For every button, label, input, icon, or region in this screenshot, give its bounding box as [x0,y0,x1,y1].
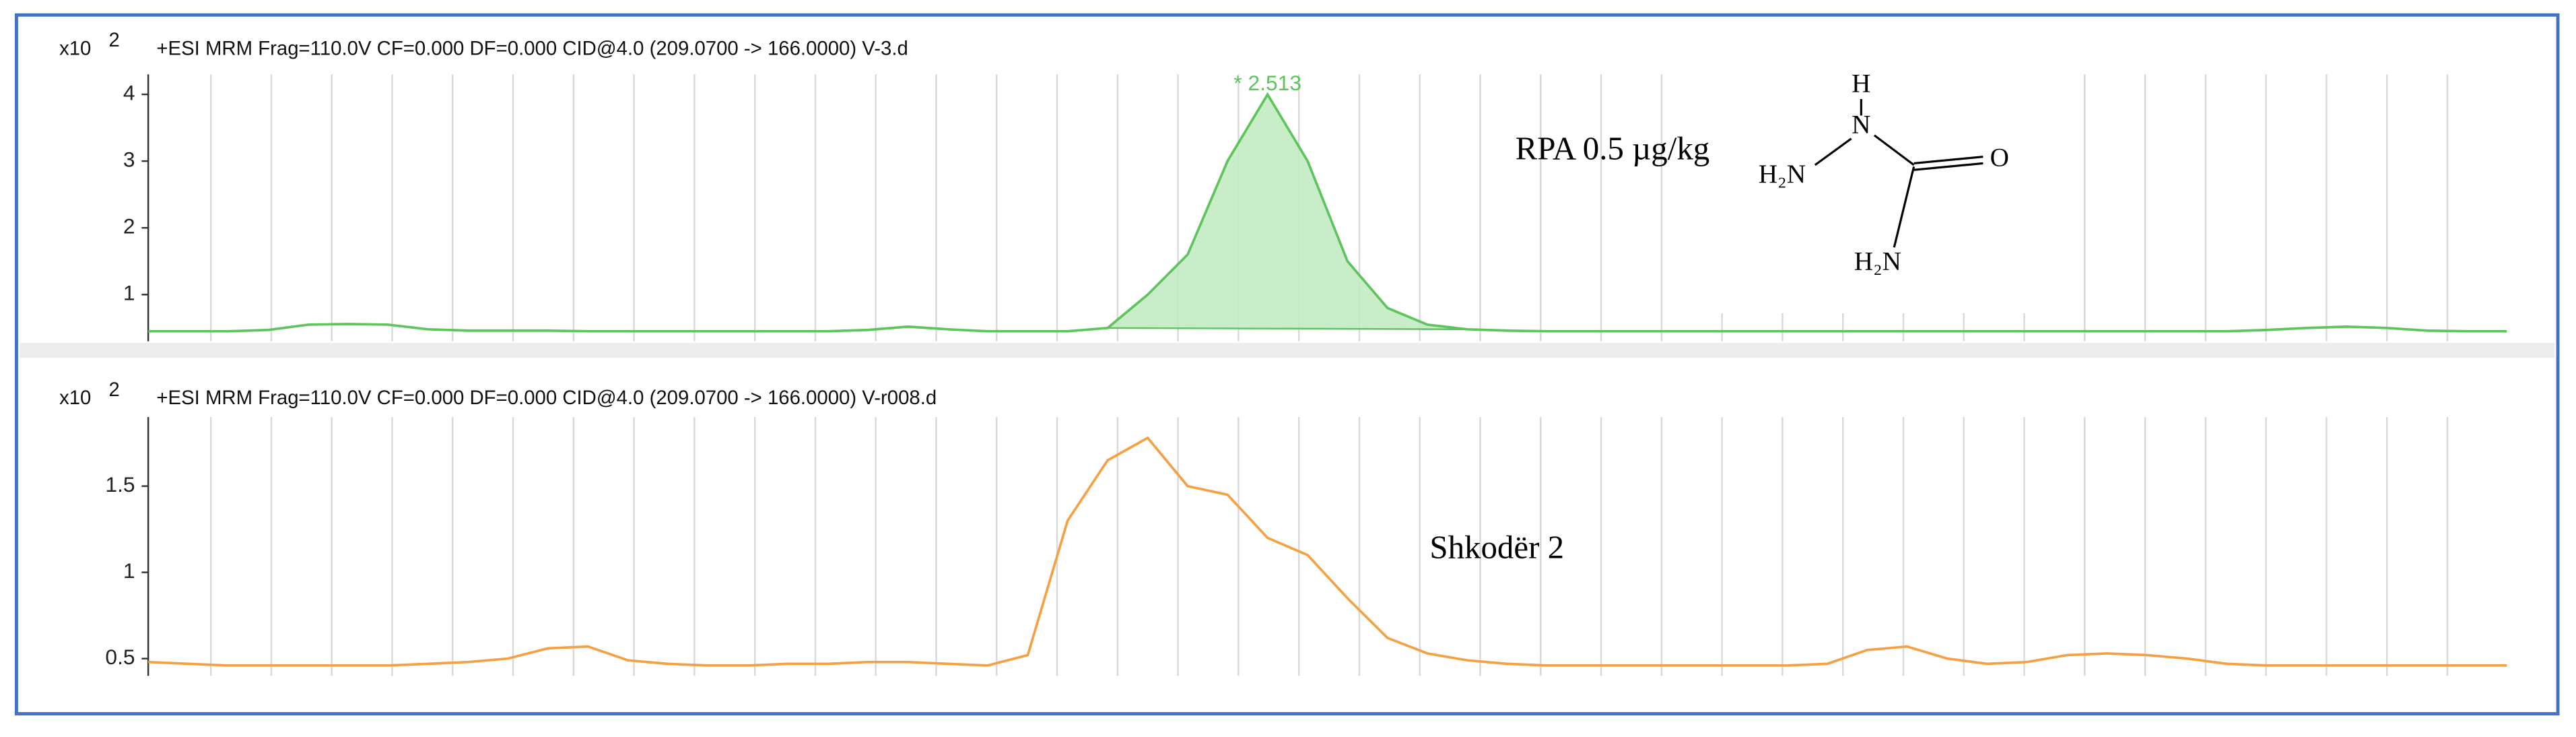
trace-line [148,436,2507,667]
chart-title: +ESI MRM Frag=110.0V CF=0.000 DF=0.000 C… [156,37,908,59]
structure-background [1713,66,2059,314]
y-tick-label: 1 [123,558,135,583]
y-tick-label: 1.5 [105,472,135,496]
chemical-structure: H N H₂N O H₂N [1713,66,2059,314]
atom-label: O [1990,143,2009,172]
panel-separator [20,343,2555,358]
y-multiplier-exponent: 2 [108,29,119,51]
y-tick-label: 3 [123,148,135,172]
annotation: Shkodër 2 [1429,529,1564,566]
trace-line [148,92,2507,333]
y-tick-label: 4 [123,80,135,104]
atom-label: H₂N [1759,160,1806,189]
y-multiplier: x10 [59,387,91,409]
bonds [1814,99,1984,248]
chart-title: +ESI MRM Frag=110.0V CF=0.000 DF=0.000 C… [156,387,937,409]
y-tick-label: 2 [123,214,135,238]
frame [15,13,2560,715]
y-multiplier: x10 [59,37,91,59]
y-tick-label: 0.5 [105,645,135,669]
panels: x10 2 +ESI MRM Frag=110.0V CF=0.000 DF=0.0… [59,29,2507,676]
y-multiplier-exponent: 2 [108,379,119,401]
atom-label: H [1852,69,1870,98]
annotation: RPA 0.5 µg/kg [1516,130,1710,167]
y-tick-label: 1 [123,281,135,305]
atom-label: N [1852,110,1870,139]
peak-label: * 2.513 [1233,71,1301,95]
atom-label: H₂N [1854,247,1901,276]
